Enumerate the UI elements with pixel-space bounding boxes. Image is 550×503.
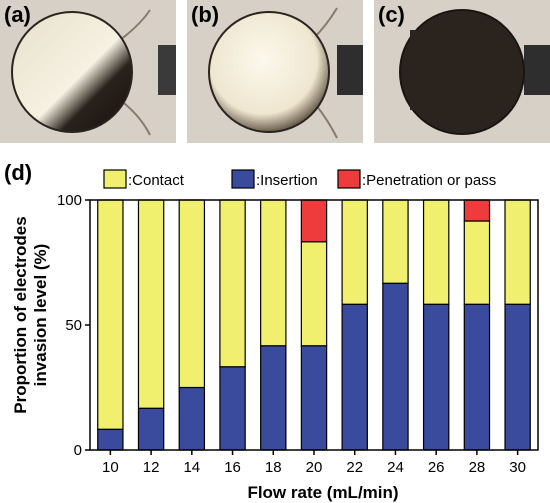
y-axis-label-line1: Proportion of electrodes — [11, 216, 30, 413]
bar-segment-22-series-0 — [341, 303, 368, 451]
legend-label-1: :Insertion — [256, 172, 318, 189]
droplet-photo-b — [187, 0, 363, 143]
x-tick-label-28: 28 — [469, 459, 486, 476]
x-tick-label-24: 24 — [387, 459, 404, 476]
x-axis-label: Flow rate (mL/min) — [247, 483, 398, 502]
legend-swatch-0 — [103, 169, 127, 189]
bar-segment-12-series-1 — [137, 199, 165, 409]
bar-segment-14-series-1 — [178, 199, 206, 389]
panel-label-d: (d) — [4, 160, 32, 185]
bar-segment-16-series-1 — [219, 199, 246, 368]
bar-segment-20-series-0 — [300, 345, 328, 451]
x-tick-label-20: 20 — [306, 459, 323, 476]
panel-label-c: (c) — [378, 2, 405, 27]
bar-segment-26-series-0 — [422, 303, 450, 451]
bar-segment-22-series-1 — [341, 199, 368, 305]
bar-segment-12-series-0 — [137, 407, 165, 451]
bar-segment-16-series-0 — [219, 366, 246, 451]
bar-segment-14-series-0 — [178, 386, 206, 451]
x-tick-label-26: 26 — [428, 459, 445, 476]
axes-group: 0 50 100 — [57, 192, 539, 459]
legend-label-0: :Contact — [128, 172, 185, 189]
stacked-bar-chart: (d) :Contact :Insertion :Penetration or pa… — [4, 160, 539, 502]
y-axis-label-line2: invasion level (%) — [31, 244, 50, 387]
legend-swatch-1 — [231, 169, 255, 189]
bar-segment-18-series-1 — [260, 199, 287, 347]
bar-segment-28-series-0 — [463, 303, 491, 451]
y-tick-label-0: 0 — [74, 442, 82, 459]
panel-label-b: (b) — [191, 2, 220, 27]
bar-segment-10-series-0 — [97, 428, 124, 451]
bar-segment-28-series-2 — [463, 199, 491, 222]
x-tick-label-16: 16 — [224, 459, 241, 476]
droplet-photo-c — [374, 0, 550, 143]
legend-label-2: :Penetration or pass — [362, 172, 496, 189]
bar-segment-30-series-0 — [504, 303, 531, 451]
x-tick-label-14: 14 — [183, 459, 200, 476]
bar-segment-28-series-1 — [463, 220, 491, 305]
photo-panel-c: (c) — [374, 0, 550, 143]
x-tick-label-12: 12 — [143, 459, 160, 476]
bar-segment-10-series-1 — [97, 199, 124, 430]
x-tick-label-10: 10 — [102, 459, 119, 476]
x-tick-label-22: 22 — [346, 459, 363, 476]
x-tick-label-30: 30 — [509, 459, 526, 476]
panel-label-a: (a) — [4, 2, 31, 27]
bar-segment-24-series-1 — [382, 199, 409, 284]
bar-segment-20-series-1 — [300, 241, 328, 347]
photo-panel-a: (a) — [0, 0, 176, 143]
legend-swatch-2 — [337, 169, 361, 189]
y-tick-label-50: 50 — [65, 317, 82, 334]
y-tick-label-100: 100 — [57, 192, 82, 209]
bar-segment-24-series-0 — [382, 282, 409, 451]
bars-group: 10 12 14 16 18 20 22 24 26 28 30 — [97, 199, 531, 476]
legend: :Contact :Insertion :Penetration or pass — [103, 169, 496, 189]
photo-panel-b: (b) — [187, 0, 363, 143]
bar-segment-30-series-1 — [504, 199, 531, 305]
bar-segment-26-series-1 — [422, 199, 450, 305]
x-tick-label-18: 18 — [265, 459, 282, 476]
bar-segment-20-series-2 — [300, 199, 328, 243]
droplet-photo-a — [0, 0, 176, 143]
bar-segment-18-series-0 — [260, 345, 287, 451]
